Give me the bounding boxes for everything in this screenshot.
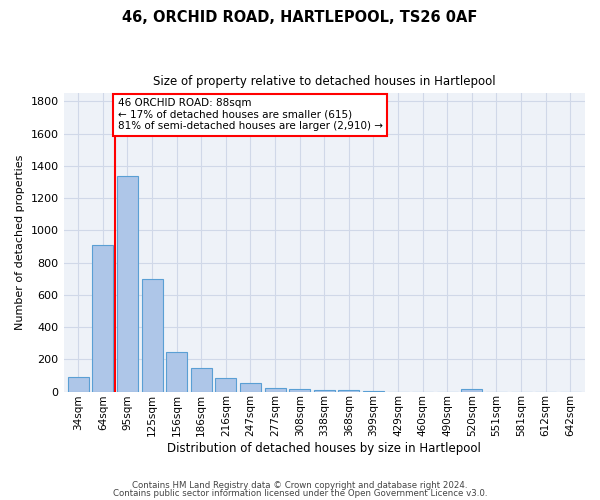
Bar <box>68 377 89 392</box>
Bar <box>338 390 359 392</box>
Text: 46, ORCHID ROAD, HARTLEPOOL, TS26 0AF: 46, ORCHID ROAD, HARTLEPOOL, TS26 0AF <box>122 10 478 25</box>
Y-axis label: Number of detached properties: Number of detached properties <box>15 154 25 330</box>
Bar <box>142 278 163 392</box>
Bar <box>92 245 113 392</box>
X-axis label: Distribution of detached houses by size in Hartlepool: Distribution of detached houses by size … <box>167 442 481 455</box>
Bar <box>461 388 482 392</box>
Bar <box>166 352 187 392</box>
Bar <box>215 378 236 392</box>
Text: Contains HM Land Registry data © Crown copyright and database right 2024.: Contains HM Land Registry data © Crown c… <box>132 481 468 490</box>
Text: Contains public sector information licensed under the Open Government Licence v3: Contains public sector information licen… <box>113 488 487 498</box>
Bar <box>289 388 310 392</box>
Text: 46 ORCHID ROAD: 88sqm
← 17% of detached houses are smaller (615)
81% of semi-det: 46 ORCHID ROAD: 88sqm ← 17% of detached … <box>118 98 383 132</box>
Bar <box>363 390 384 392</box>
Bar <box>314 390 335 392</box>
Bar <box>191 368 212 392</box>
Bar <box>265 388 286 392</box>
Bar <box>117 176 138 392</box>
Title: Size of property relative to detached houses in Hartlepool: Size of property relative to detached ho… <box>153 75 496 88</box>
Bar <box>240 382 261 392</box>
